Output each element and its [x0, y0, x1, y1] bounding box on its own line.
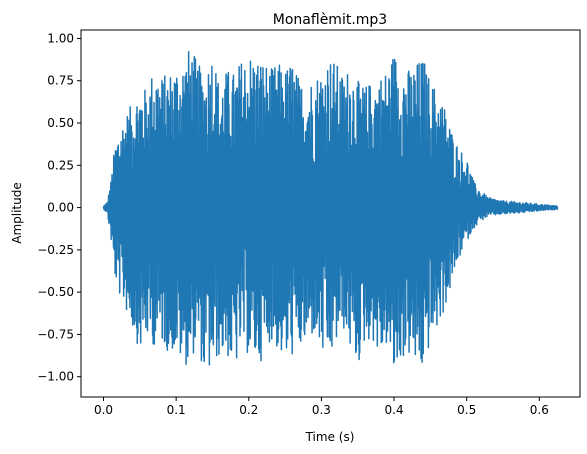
x-tick-label: 0.0 — [94, 403, 113, 417]
y-tick-label: 0.25 — [47, 158, 74, 172]
series-layer — [102, 51, 559, 366]
x-tick-label: 0.1 — [167, 403, 186, 417]
y-tick-label: −0.50 — [37, 285, 74, 299]
x-axis-ticks: 0.0 0.1 0.2 0.3 0.4 0.5 0.6 — [94, 397, 549, 417]
x-axis-label: Time (s) — [305, 430, 355, 444]
y-tick-label: −1.00 — [37, 370, 74, 384]
x-tick-label: 0.2 — [239, 403, 258, 417]
y-axis-label: Amplitude — [10, 182, 24, 244]
plot-area — [80, 29, 581, 398]
y-tick-label: 0.75 — [47, 74, 74, 88]
y-tick-label: 1.00 — [47, 31, 74, 45]
y-tick-label: 0.50 — [47, 116, 74, 130]
y-tick-label: −0.25 — [37, 243, 74, 257]
y-axis-ticks: 1.00 0.75 0.50 0.25 0.00 −0.25 −0.50 −0.75 −1.00 — [37, 31, 81, 384]
x-tick-label: 0.6 — [530, 403, 549, 417]
y-tick-label: −0.75 — [37, 327, 74, 341]
chart-title: Monaflèmit.mp3 — [273, 12, 387, 28]
x-tick-label: 0.3 — [312, 403, 331, 417]
y-tick-label: 0.00 — [47, 201, 74, 215]
waveform-series-line — [102, 51, 559, 366]
axes-frame — [80, 29, 581, 398]
x-tick-label: 0.5 — [457, 403, 476, 417]
x-tick-label: 0.4 — [385, 403, 404, 417]
